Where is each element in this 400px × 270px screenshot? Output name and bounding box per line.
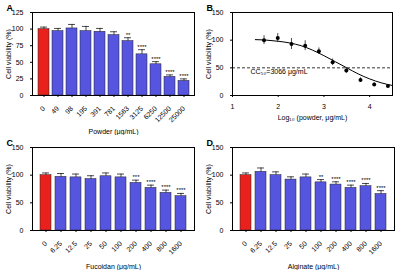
svg-text:6250: 6250 [142, 104, 159, 121]
svg-text:150: 150 [12, 144, 24, 151]
svg-text:Cell viability (%): Cell viability (%) [205, 164, 213, 214]
svg-text:6.25: 6.25 [249, 240, 264, 255]
svg-text:150: 150 [212, 144, 224, 151]
svg-text:400: 400 [140, 240, 153, 253]
svg-text:****: **** [176, 187, 186, 193]
svg-text:25: 25 [83, 240, 94, 251]
svg-text:781: 781 [103, 104, 117, 118]
svg-text:0: 0 [41, 240, 49, 248]
svg-text:**: ** [319, 174, 324, 180]
svg-text:Powder (μg/mL): Powder (μg/mL) [89, 128, 139, 136]
svg-text:****: **** [346, 179, 356, 185]
svg-text:6.25: 6.25 [49, 240, 64, 255]
svg-text:****: **** [165, 69, 175, 75]
svg-text:150: 150 [212, 9, 224, 16]
svg-text:50: 50 [216, 64, 224, 71]
svg-text:195: 195 [75, 105, 88, 118]
svg-text:125: 125 [12, 9, 24, 16]
svg-text:Cell viability (%): Cell viability (%) [5, 29, 13, 79]
svg-text:CC₅₀=3066 μg/mL: CC₅₀=3066 μg/mL [251, 68, 308, 76]
svg-text:391: 391 [89, 105, 102, 118]
svg-text:Alginate (μg/mL): Alginate (μg/mL) [288, 263, 340, 270]
svg-text:100: 100 [12, 25, 24, 32]
svg-text:Cell viability (%): Cell viability (%) [5, 164, 13, 214]
svg-text:4: 4 [368, 103, 372, 110]
svg-text:49: 49 [50, 105, 61, 116]
svg-text:400: 400 [340, 240, 353, 253]
svg-text:****: **** [137, 44, 147, 50]
svg-text:50: 50 [16, 199, 24, 206]
svg-text:25: 25 [283, 240, 294, 251]
svg-text:100: 100 [310, 240, 323, 253]
svg-text:****: **** [179, 73, 189, 79]
svg-text:C: C [7, 138, 14, 148]
svg-text:****: **** [146, 179, 156, 185]
svg-text:75: 75 [16, 42, 24, 49]
svg-text:Cell viability (%): Cell viability (%) [205, 29, 213, 79]
svg-text:3125: 3125 [128, 105, 144, 121]
svg-text:1563: 1563 [114, 105, 130, 121]
svg-text:1: 1 [231, 103, 235, 110]
svg-text:Fucoidan (μg/mL): Fucoidan (μg/mL) [86, 263, 141, 270]
svg-text:50: 50 [298, 240, 309, 251]
svg-text:0: 0 [220, 227, 224, 234]
svg-text:12.5: 12.5 [264, 240, 279, 255]
svg-text:Log₁₀ (powder, μg/mL): Log₁₀ (powder, μg/mL) [278, 114, 348, 122]
svg-text:100: 100 [212, 171, 224, 178]
svg-text:0: 0 [241, 240, 249, 248]
svg-text:98: 98 [64, 105, 75, 116]
svg-text:0: 0 [39, 105, 47, 113]
svg-text:50: 50 [98, 240, 109, 251]
svg-text:A: A [7, 3, 14, 13]
svg-text:D: D [207, 138, 214, 148]
svg-text:50: 50 [216, 199, 224, 206]
svg-text:12.5: 12.5 [64, 240, 79, 255]
svg-text:25000: 25000 [168, 105, 187, 124]
svg-text:0: 0 [20, 227, 24, 234]
svg-text:****: **** [361, 177, 371, 183]
svg-text:100: 100 [212, 36, 224, 43]
svg-text:12500: 12500 [153, 104, 173, 124]
svg-text:800: 800 [355, 239, 369, 253]
svg-text:200: 200 [125, 240, 138, 253]
svg-text:800: 800 [155, 239, 169, 253]
svg-text:**: ** [126, 32, 131, 38]
svg-text:****: **** [376, 185, 386, 191]
svg-text:200: 200 [325, 240, 338, 253]
svg-text:3: 3 [322, 103, 326, 110]
svg-text:****: **** [151, 56, 161, 62]
svg-text:0: 0 [20, 92, 24, 99]
svg-text:1600: 1600 [367, 240, 383, 256]
svg-text:50: 50 [16, 59, 24, 66]
svg-text:0: 0 [220, 92, 224, 99]
svg-text:****: **** [331, 176, 341, 182]
svg-text:25: 25 [16, 75, 24, 82]
svg-text:100: 100 [110, 240, 123, 253]
svg-text:B: B [207, 3, 214, 13]
svg-text:100: 100 [12, 171, 24, 178]
svg-text:***: *** [132, 174, 140, 180]
svg-text:2: 2 [276, 103, 280, 110]
svg-text:****: **** [161, 184, 171, 190]
svg-text:1600: 1600 [167, 240, 183, 256]
